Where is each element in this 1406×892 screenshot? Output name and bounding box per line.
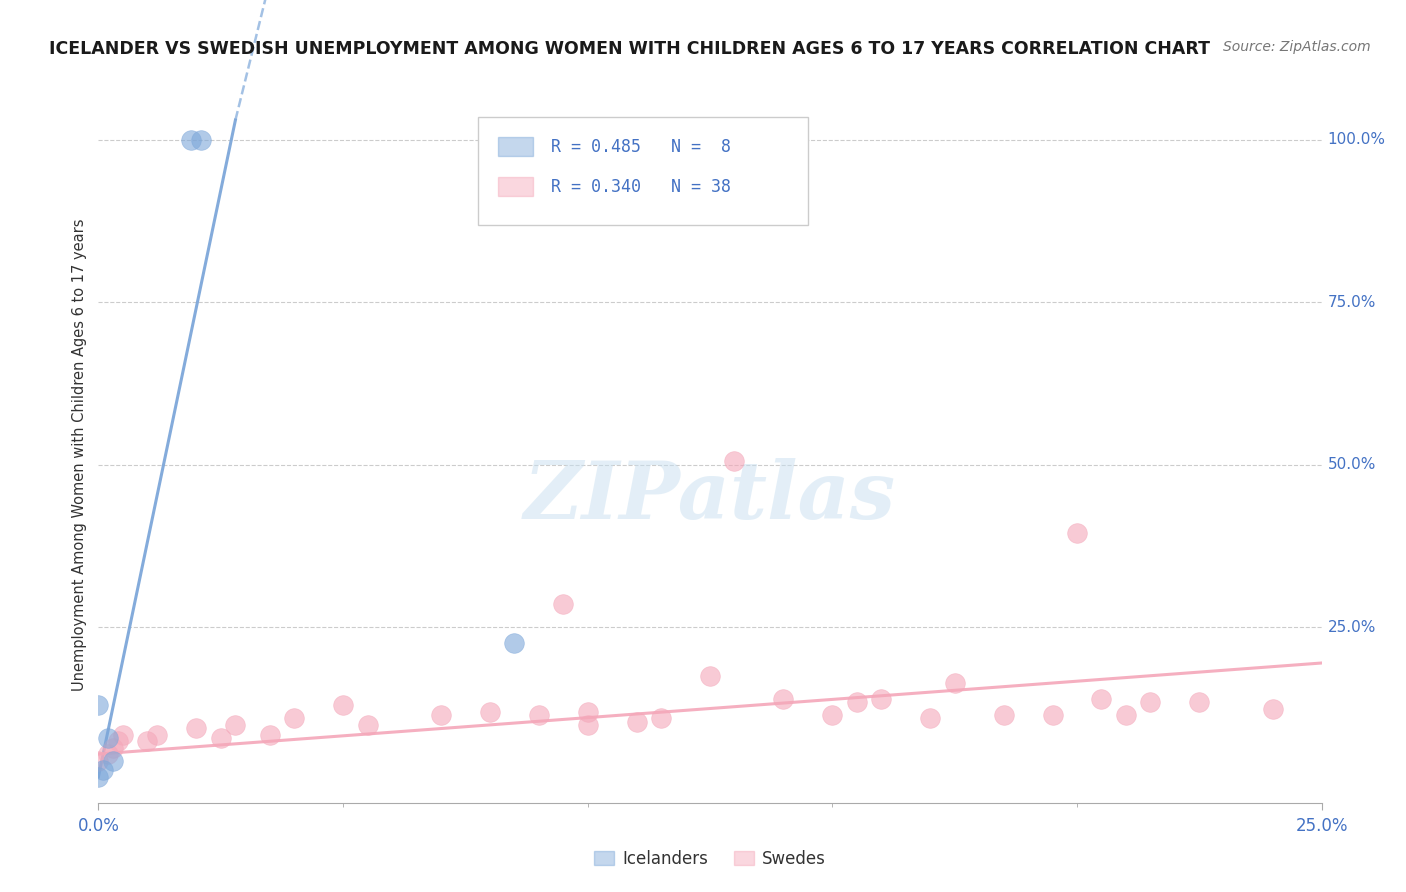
Point	[943, 675, 966, 690]
Text: R = 0.485   N =  8: R = 0.485 N = 8	[551, 138, 731, 156]
Point	[478, 705, 501, 719]
Point	[283, 711, 305, 725]
Text: ICELANDER VS SWEDISH UNEMPLOYMENT AMONG WOMEN WITH CHILDREN AGES 6 TO 17 YEARS C: ICELANDER VS SWEDISH UNEMPLOYMENT AMONG …	[49, 40, 1211, 58]
Point	[332, 698, 354, 713]
Point	[430, 708, 453, 723]
Point	[699, 669, 721, 683]
Point	[1090, 691, 1112, 706]
Point	[920, 711, 942, 725]
Point	[650, 711, 672, 725]
Text: Source: ZipAtlas.com: Source: ZipAtlas.com	[1223, 40, 1371, 54]
Point	[97, 747, 120, 761]
Y-axis label: Unemployment Among Women with Children Ages 6 to 17 years: Unemployment Among Women with Children A…	[72, 219, 87, 691]
Point	[259, 727, 281, 741]
Text: 75.0%: 75.0%	[1327, 294, 1376, 310]
Text: R = 0.340   N = 38: R = 0.340 N = 38	[551, 178, 731, 196]
Text: ZIPatlas: ZIPatlas	[524, 458, 896, 535]
Point	[180, 132, 202, 146]
Point	[87, 754, 110, 768]
Point	[576, 705, 599, 719]
Point	[772, 691, 794, 706]
Point	[527, 708, 550, 723]
Point	[1066, 525, 1088, 540]
Legend: Icelanders, Swedes: Icelanders, Swedes	[588, 843, 832, 874]
Point	[146, 727, 169, 741]
Point	[209, 731, 232, 745]
FancyBboxPatch shape	[498, 137, 533, 156]
Point	[111, 727, 134, 741]
Point	[91, 764, 114, 778]
Text: 25.0%: 25.0%	[1327, 620, 1376, 635]
Point	[576, 718, 599, 732]
Point	[101, 740, 124, 755]
Point	[1188, 695, 1211, 709]
Point	[870, 691, 893, 706]
Point	[1042, 708, 1064, 723]
Point	[107, 734, 129, 748]
Text: 50.0%: 50.0%	[1327, 458, 1376, 472]
Point	[356, 718, 378, 732]
Point	[723, 454, 745, 468]
Point	[186, 721, 208, 735]
FancyBboxPatch shape	[478, 118, 808, 226]
Point	[553, 598, 575, 612]
Point	[626, 714, 648, 729]
Point	[136, 734, 159, 748]
Point	[97, 731, 120, 745]
Point	[101, 754, 124, 768]
Point	[993, 708, 1015, 723]
Point	[503, 636, 526, 650]
Point	[1139, 695, 1161, 709]
Point	[1261, 701, 1284, 715]
Point	[1115, 708, 1137, 723]
Point	[87, 698, 110, 713]
Point	[845, 695, 868, 709]
Text: 100.0%: 100.0%	[1327, 132, 1386, 147]
Point	[821, 708, 844, 723]
FancyBboxPatch shape	[498, 177, 533, 196]
Point	[190, 132, 212, 146]
Point	[224, 718, 246, 732]
Point	[87, 770, 110, 784]
